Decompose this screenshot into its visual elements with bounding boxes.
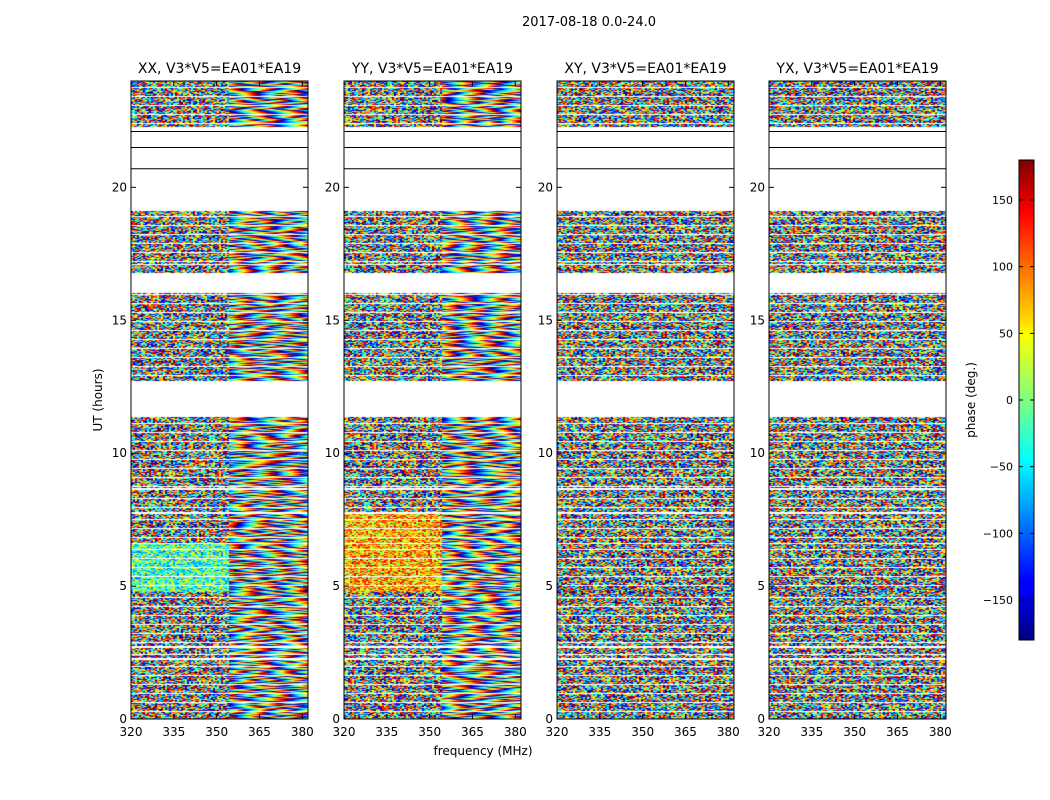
- y-tick-label: 20: [750, 180, 765, 194]
- x-tick-label: 320: [333, 725, 356, 739]
- x-tick-label: 320: [546, 725, 569, 739]
- panel-frame: [556, 80, 735, 720]
- phase-heatmap-yy: [344, 81, 521, 719]
- y-tick-label: 20: [112, 180, 127, 194]
- panel-frame: [343, 80, 522, 720]
- x-tick-label: 380: [291, 725, 314, 739]
- y-tick-label: 10: [112, 446, 127, 460]
- x-tick-label: 335: [162, 725, 185, 739]
- x-tick-label: 320: [120, 725, 143, 739]
- colorbar-label: phase (deg.): [964, 362, 978, 438]
- y-tick-label: 5: [545, 579, 553, 593]
- x-tick-label: 365: [886, 725, 909, 739]
- y-tick-label: 15: [538, 313, 553, 327]
- x-tick-label: 350: [205, 725, 228, 739]
- panel-xy: XY, V3*V5=EA01*EA19 320 335 350 365 380 0 5 10 15…: [538, 61, 740, 739]
- y-tick-label: 10: [325, 446, 340, 460]
- x-tick-label: 335: [800, 725, 823, 739]
- x-tick-label: 380: [504, 725, 527, 739]
- panel-xx: XX, V3*V5=EA01*EA19 320 335 350 365 380 0 5 10 15…: [112, 61, 314, 739]
- y-tick-label: 20: [538, 180, 553, 194]
- colorbar-tick-label: −150: [983, 594, 1013, 607]
- x-tick-label: 335: [588, 725, 611, 739]
- y-tick-label: 0: [757, 712, 765, 726]
- x-tick-label: 320: [758, 725, 781, 739]
- x-tick-label: 365: [248, 725, 271, 739]
- y-tick-label: 0: [119, 712, 127, 726]
- phase-heatmap-xy: [557, 81, 734, 719]
- y-tick-label: 0: [545, 712, 553, 726]
- panel-frame: [768, 80, 947, 720]
- panel-frame: [130, 80, 309, 720]
- x-axis-label: frequency (MHz): [433, 744, 532, 758]
- panel-yx: YX, V3*V5=EA01*EA19 320 335 350 365 380 0 5 10 15…: [750, 61, 952, 739]
- colorbar: −150 −100 −50 0 50 100 150 phase (deg.): [964, 159, 1035, 641]
- y-axis-label: UT (hours): [91, 368, 105, 431]
- x-tick-label: 365: [461, 725, 484, 739]
- y-tick-label: 5: [757, 579, 765, 593]
- colorbar-tick-label: −100: [983, 527, 1013, 540]
- colorbar-tick-label: 0: [1006, 394, 1013, 407]
- figure-suptitle: 2017-08-18 0.0-24.0: [522, 15, 656, 30]
- x-tick-label: 350: [843, 725, 866, 739]
- y-tick-label: 5: [332, 579, 340, 593]
- colorbar-tick-label: 150: [992, 194, 1013, 207]
- x-tick-label: 350: [418, 725, 441, 739]
- y-tick-label: 0: [332, 712, 340, 726]
- phase-heatmap-xx: [131, 81, 308, 719]
- x-tick-label: 380: [717, 725, 740, 739]
- colorbar-tick-label: 50: [999, 327, 1013, 340]
- x-tick-label: 350: [631, 725, 654, 739]
- panel-title-yy: YY, V3*V5=EA01*EA19: [351, 61, 513, 77]
- x-tick-label: 335: [375, 725, 398, 739]
- panel-yy: YY, V3*V5=EA01*EA19 320 335 350 365 380 0 5 10 15…: [325, 61, 527, 739]
- y-tick-label: 15: [112, 313, 127, 327]
- y-tick-label: 10: [538, 446, 553, 460]
- colorbar-tick-label: −50: [990, 461, 1013, 474]
- panel-title-yx: YX, V3*V5=EA01*EA19: [775, 61, 938, 77]
- y-tick-label: 15: [750, 313, 765, 327]
- panel-title-xx: XX, V3*V5=EA01*EA19: [138, 61, 301, 77]
- phase-heatmap-yx: [769, 81, 946, 719]
- y-tick-label: 10: [750, 446, 765, 460]
- y-tick-label: 5: [119, 579, 127, 593]
- x-tick-label: 365: [674, 725, 697, 739]
- x-tick-label: 380: [929, 725, 952, 739]
- y-tick-label: 15: [325, 313, 340, 327]
- y-tick-label: 20: [325, 180, 340, 194]
- colorbar-tick-label: 100: [992, 261, 1013, 274]
- panel-title-xy: XY, V3*V5=EA01*EA19: [564, 61, 726, 77]
